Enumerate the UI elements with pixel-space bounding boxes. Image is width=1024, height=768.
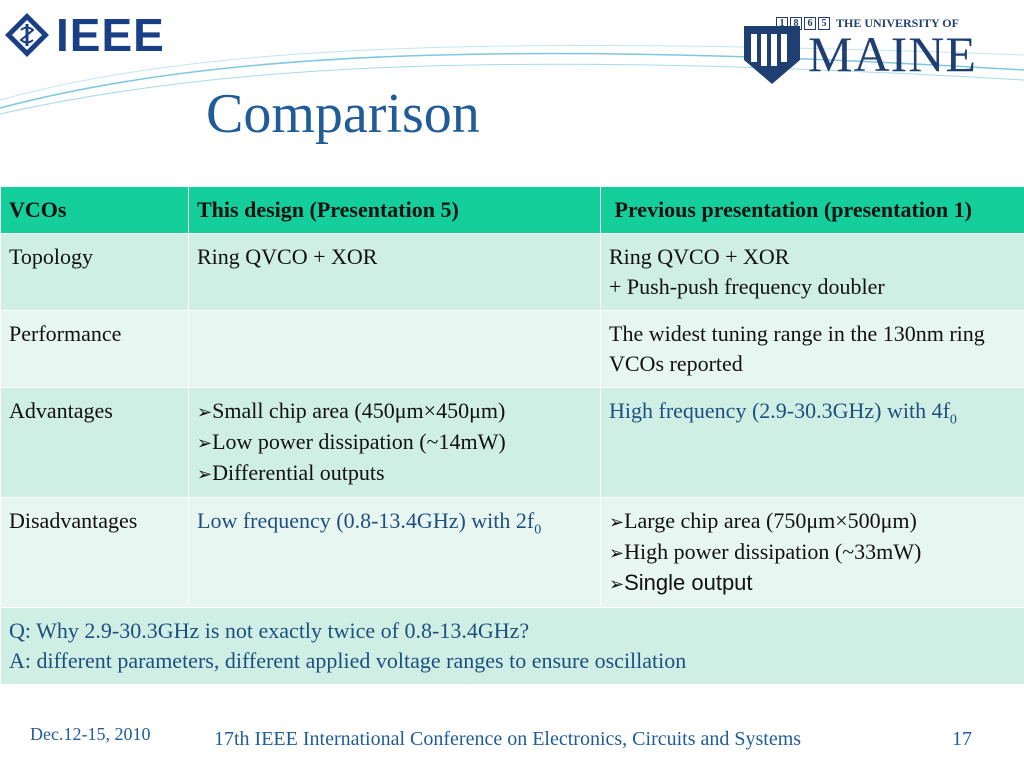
cell-this: ➢Small chip area (450μm×450μm) ➢Low powe… [188, 387, 601, 498]
header-previous: Previous presentation (presentation 1) [600, 186, 1024, 234]
arrow-bullet-icon: ➢ [197, 433, 213, 453]
university-top-text: THE UNIVERSITY OF [836, 16, 959, 30]
header-this-design: This design (Presentation 5) [188, 186, 601, 234]
row-label: Advantages [0, 387, 189, 498]
header-vcos: VCOs [0, 186, 189, 234]
arrow-bullet-icon: ➢ [609, 512, 625, 532]
arrow-bullet-icon: ➢ [197, 464, 213, 484]
cell-prev: ➢Large chip area (750μm×500μm) ➢High pow… [600, 497, 1024, 608]
ieee-wordmark: IEEE [56, 9, 165, 61]
cell-prev: Ring QVCO + XOR + Push-push frequency do… [600, 233, 1024, 311]
cell-prev: High frequency (2.9-30.3GHz) with 4f0 [600, 387, 1024, 498]
decorative-swoosh [0, 45, 1024, 115]
cell-prev: The widest tuning range in the 130nm rin… [600, 310, 1024, 388]
row-label: Topology [0, 233, 189, 311]
footer-date: Dec.12-15, 2010 [30, 724, 151, 744]
maine-shield-icon [744, 26, 800, 84]
ieee-logo: IEEE [4, 12, 165, 58]
comparison-table: VCOs This design (Presentation 5) Previo… [0, 186, 1024, 685]
table-row: Disadvantages Low frequency (0.8-13.4GHz… [0, 497, 1024, 608]
cell-this: Low frequency (0.8-13.4GHz) with 2f0 [188, 497, 601, 608]
university-of-maine-logo: 1 8 6 5 THE UNIVERSITY OF MAINE [742, 16, 992, 86]
row-label: Disadvantages [0, 497, 189, 608]
row-label: Performance [0, 310, 189, 388]
question-text: Q: Why 2.9-30.3GHz is not exactly twice … [9, 618, 530, 643]
table-row: Topology Ring QVCO + XOR Ring QVCO + XOR… [0, 233, 1024, 311]
university-top-line: 1 8 6 5 THE UNIVERSITY OF [776, 16, 990, 31]
university-name: MAINE [808, 26, 977, 82]
table-header-row: VCOs This design (Presentation 5) Previo… [0, 186, 1024, 234]
arrow-bullet-icon: ➢ [197, 402, 213, 422]
cell-this: Ring QVCO + XOR [188, 233, 601, 311]
table-row: Performance The widest tuning range in t… [0, 310, 1024, 388]
slide-title: Comparison [206, 83, 480, 145]
answer-text: A: different parameters, different appli… [9, 648, 687, 673]
page-number: 17 [952, 728, 972, 750]
qa-row: Q: Why 2.9-30.3GHz is not exactly twice … [0, 607, 1024, 685]
arrow-bullet-icon: ➢ [609, 574, 625, 594]
arrow-bullet-icon: ➢ [609, 543, 625, 563]
table-row: Advantages ➢Small chip area (450μm×450μm… [0, 387, 1024, 498]
cell-this [188, 310, 601, 388]
university-year: 1 8 6 5 [776, 17, 830, 30]
footer-conference: 17th IEEE International Conference on El… [214, 728, 802, 750]
qa-cell: Q: Why 2.9-30.3GHz is not exactly twice … [0, 607, 1024, 685]
ieee-diamond-icon [4, 12, 50, 58]
